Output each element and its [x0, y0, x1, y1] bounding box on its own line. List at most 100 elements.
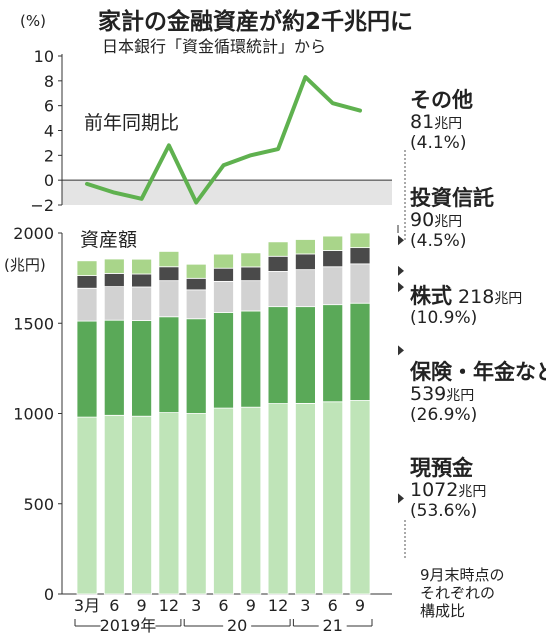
legend-trusts: 投資信託 90兆円 (4.5%): [410, 186, 494, 252]
year-label-bg: [318, 616, 347, 632]
legend-stocks-share: (10.9%): [410, 307, 478, 328]
legend-stocks: 株式 218兆円 (10.9%): [410, 284, 523, 328]
bar-segment-stocks: [185, 289, 207, 320]
bar-segment-other: [131, 258, 153, 275]
legend-deposits-share: (53.6%): [410, 500, 478, 521]
bar-segment-other: [103, 258, 125, 274]
x-tick-label: 9: [137, 596, 147, 615]
bar-segment-trusts: [158, 266, 180, 282]
bar-segment-other: [76, 260, 98, 276]
legend-trusts-share: (4.5%): [410, 230, 467, 251]
note: 9月末時点の それぞれの 構成比: [420, 566, 505, 620]
bar-segment-stocks: [76, 287, 98, 322]
bar-segment-insurance: [76, 320, 98, 418]
bar-segment-trusts: [349, 247, 371, 265]
bar-segment-insurance: [322, 304, 344, 403]
chart-subtitle: 日本銀行「資金循環統計」から: [102, 37, 327, 56]
legend-deposits-name: 現預金: [410, 456, 473, 480]
x-tick-label: 12: [268, 596, 288, 615]
bar-segment-other: [294, 239, 316, 255]
line-y-unit: (%): [20, 12, 46, 30]
bar-segment-insurance: [131, 320, 153, 417]
x-tick-label: 6: [218, 596, 228, 615]
legend-pointer-insurance: [398, 345, 404, 356]
bar-segment-deposits: [158, 412, 180, 595]
bar-segment-trusts: [294, 253, 316, 271]
line-y-tick-label: 4: [44, 122, 54, 141]
legend-insurance-amount: 539兆円: [410, 383, 475, 406]
bar-segment-other: [185, 263, 207, 279]
bar-segment-deposits: [240, 406, 262, 595]
bar-segment-insurance: [158, 316, 180, 413]
bar-segment-trusts: [131, 273, 153, 288]
bar-segment-deposits: [322, 401, 344, 595]
bar-segment-deposits: [294, 402, 316, 595]
x-tick-label: 3: [300, 596, 310, 615]
bar-segment-stocks: [103, 286, 125, 321]
bar-segment-other: [240, 252, 262, 268]
x-tick-label: 3月: [74, 596, 100, 615]
bar-segment-other: [158, 251, 180, 268]
legend-pointer-stocks: [398, 282, 404, 293]
bar-segment-insurance: [213, 312, 234, 409]
bar-y-tick-label: 500: [23, 495, 54, 514]
bar-segment-trusts: [240, 266, 262, 282]
legend-stocks-amount: 218: [458, 286, 495, 308]
year-label: 20: [227, 616, 247, 635]
bar-segment-deposits: [103, 414, 125, 595]
x-tick-label: 9: [355, 596, 365, 615]
bar-segment-trusts: [185, 277, 207, 291]
bar-segment-deposits: [131, 415, 153, 595]
bar-segment-trusts: [322, 250, 344, 268]
bar-segment-insurance: [185, 318, 207, 414]
bar-y-unit: (兆円): [4, 256, 46, 274]
bar-segment-stocks: [322, 266, 344, 306]
chart-title: 家計の金融資産が約2千兆円に: [98, 9, 414, 35]
bar-segment-other: [267, 241, 289, 257]
legend-other-amount: 81兆円: [410, 111, 463, 134]
bar-segment-stocks: [349, 263, 371, 304]
bar-segment-deposits: [185, 413, 207, 595]
legend-trusts-name: 投資信託: [410, 186, 494, 210]
bar-segment-insurance: [349, 302, 371, 401]
bar-segment-trusts: [267, 255, 289, 272]
bar-segment-stocks: [158, 280, 180, 318]
line-y-tick-label: −2: [30, 196, 54, 215]
legend-other-name: その他: [410, 88, 473, 112]
bar-segment-stocks: [213, 280, 234, 313]
bar-y-tick-label: 0: [44, 585, 54, 604]
legend-deposits: 現預金 1072兆円 (53.6%): [410, 456, 486, 522]
x-tick-label: 9: [246, 596, 256, 615]
legend-insurance: 保険・年金など 539兆円 (26.9%): [410, 360, 546, 426]
line-y-tick-label: 8: [44, 72, 54, 91]
bar-segment-deposits: [76, 416, 98, 595]
bar-y-tick-label: 2000: [13, 224, 54, 243]
bar-segment-other: [349, 232, 371, 249]
legend-deposits-amount: 1072兆円: [410, 479, 487, 502]
year-label: 21: [323, 616, 343, 635]
legend-pointer-other: [398, 235, 404, 246]
bar-y-tick-label: 1500: [13, 314, 54, 333]
legend-insurance-share: (26.9%): [410, 404, 478, 425]
legend-pointer-deposits: [398, 493, 404, 504]
year-label-bg: [223, 616, 252, 632]
bar-segment-stocks: [240, 280, 262, 312]
bar-segment-insurance: [294, 306, 316, 404]
line-y-tick-label: 0: [44, 171, 54, 190]
bar-segment-insurance: [267, 306, 289, 404]
bar-segment-deposits: [349, 400, 371, 595]
bar-segment-insurance: [103, 319, 125, 416]
x-tick-label: 6: [109, 596, 119, 615]
legend-trusts-amount: 90兆円: [410, 209, 463, 232]
bar-segment-other: [322, 235, 344, 251]
line-chart-title: 前年同期比: [84, 112, 179, 134]
line-y-tick-label: 10: [34, 47, 54, 66]
bar-chart-title: 資産額: [80, 229, 137, 251]
x-tick-label: 3: [191, 596, 201, 615]
legend-insurance-name: 保険・年金など: [410, 360, 546, 384]
x-tick-label: 12: [159, 596, 179, 615]
year-label: 2019年: [100, 616, 157, 635]
note-line: それぞれの: [420, 584, 496, 602]
bar-segment-stocks: [267, 271, 289, 308]
